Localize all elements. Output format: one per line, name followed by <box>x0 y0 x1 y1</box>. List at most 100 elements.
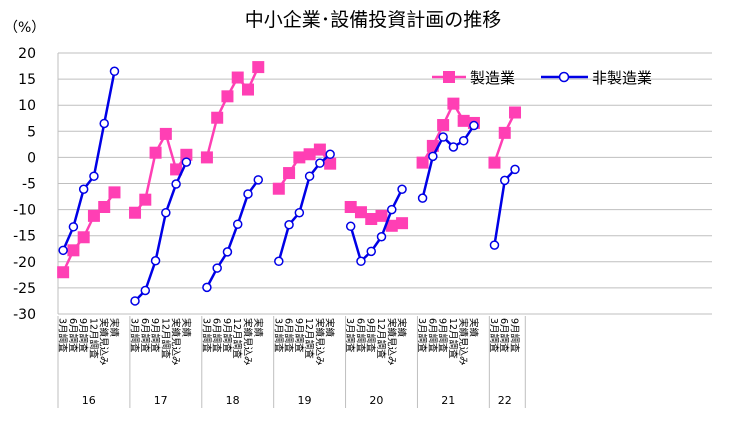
series-non-manufacturing <box>58 66 520 306</box>
x-tick-label: 12月調査 <box>303 318 315 359</box>
x-tick-label: 3月調査 <box>129 318 141 353</box>
x-tick-label: 9月調査 <box>149 318 161 353</box>
data-point <box>437 119 450 132</box>
data-point <box>293 151 306 164</box>
legend-label-manufacturing: 製造業 <box>470 69 515 87</box>
x-tick-label: 6月調査 <box>426 318 438 353</box>
x-tick-label: 3月調査 <box>57 318 69 353</box>
x-tick-label: 6月調査 <box>139 318 151 353</box>
y-tick-label: -5 <box>22 177 36 193</box>
data-point <box>170 163 183 176</box>
x-tick-label: 9月調査 <box>437 318 449 353</box>
x-tick-label: 12月調査 <box>87 318 99 359</box>
data-point <box>180 148 193 161</box>
data-point <box>221 90 234 103</box>
x-tick-label: 実績見込み <box>98 318 110 366</box>
x-tick-label: 9月調査 <box>293 318 305 353</box>
y-tick-label: 15 <box>18 72 36 88</box>
data-point <box>274 256 284 267</box>
x-tick-label: 実績 <box>180 318 192 338</box>
series-manufacturing <box>57 61 522 279</box>
y-tick-label: -25 <box>13 281 36 297</box>
data-point <box>375 209 388 222</box>
data-point <box>376 231 387 242</box>
y-axis: 20 15 10 5 0 -5 -10 -15 -20 -25 -30 <box>13 46 36 323</box>
data-point <box>98 200 111 213</box>
data-point <box>87 209 100 222</box>
data-point <box>294 207 305 218</box>
y-axis-label: （%） <box>4 20 45 36</box>
year-label: 17 <box>154 394 168 407</box>
x-tick-label: 6月調査 <box>283 318 295 353</box>
year-label: 21 <box>441 394 455 407</box>
year-label: 22 <box>498 394 512 407</box>
x-tick-label: 6月調査 <box>211 318 223 353</box>
data-point <box>89 171 99 181</box>
data-point <box>252 61 265 74</box>
data-point <box>99 118 109 129</box>
x-tick-label: 実績見込み <box>241 318 253 366</box>
data-point <box>272 182 285 195</box>
x-tick-label: 9月調査 <box>221 318 233 353</box>
data-point <box>417 193 428 203</box>
series-layer <box>57 61 522 306</box>
data-point <box>428 151 438 162</box>
data-point <box>149 146 162 159</box>
data-point <box>313 143 326 156</box>
x-tick-label: 実績見込み <box>313 318 325 366</box>
data-point <box>324 157 337 170</box>
data-point <box>510 164 520 175</box>
data-point <box>499 175 510 186</box>
series-line-segment <box>421 124 475 199</box>
x-tick-label: 12月調査 <box>375 318 387 359</box>
data-point <box>150 256 161 266</box>
data-point <box>448 142 459 152</box>
y-tick-label: -20 <box>13 255 36 271</box>
data-point <box>385 219 398 232</box>
data-point <box>509 106 522 119</box>
chart-title: 中小企業･設備投資計画の推移 <box>245 9 502 31</box>
data-point <box>68 222 79 232</box>
x-tick-label: 実績 <box>108 318 120 338</box>
x-tick-label: 実績 <box>324 318 336 338</box>
data-point <box>325 149 335 160</box>
grid <box>57 52 712 315</box>
year-label: 18 <box>226 394 240 407</box>
y-tick-label: 20 <box>18 46 36 62</box>
x-tick-label: 実績見込み <box>385 318 397 366</box>
data-point <box>303 148 316 161</box>
data-point <box>231 71 244 84</box>
y-tick-label: 0 <box>27 150 36 166</box>
y-tick-label: -30 <box>13 307 36 323</box>
data-point <box>356 256 366 267</box>
data-point <box>284 219 294 230</box>
data-point <box>58 245 68 256</box>
year-label: 16 <box>82 394 96 407</box>
data-point <box>140 285 151 296</box>
data-point <box>469 120 479 131</box>
data-point <box>354 206 367 219</box>
legend-item-non-manufacturing: 非製造業 <box>541 69 652 87</box>
legend-item-manufacturing: 製造業 <box>432 69 515 87</box>
data-point <box>67 244 80 257</box>
x-tick-label: 12月調査 <box>159 318 171 359</box>
data-point <box>365 212 378 225</box>
x-tick-label: 3月調査 <box>272 318 284 353</box>
data-point <box>159 127 172 140</box>
data-point <box>130 296 140 306</box>
x-tick-label: 実績 <box>467 318 479 338</box>
data-point <box>129 206 142 219</box>
data-point <box>315 158 325 168</box>
data-point <box>108 186 121 199</box>
x-tick-label: 6月調査 <box>498 318 510 353</box>
data-point <box>458 135 469 146</box>
x-tick-label: 12月調査 <box>447 318 459 359</box>
y-tick-label: 5 <box>27 124 36 140</box>
year-label: 20 <box>369 394 383 407</box>
x-tick-label: 9月調査 <box>509 318 521 353</box>
data-point <box>366 246 376 257</box>
data-point <box>222 247 233 257</box>
data-point <box>304 171 315 181</box>
data-point <box>171 179 181 189</box>
